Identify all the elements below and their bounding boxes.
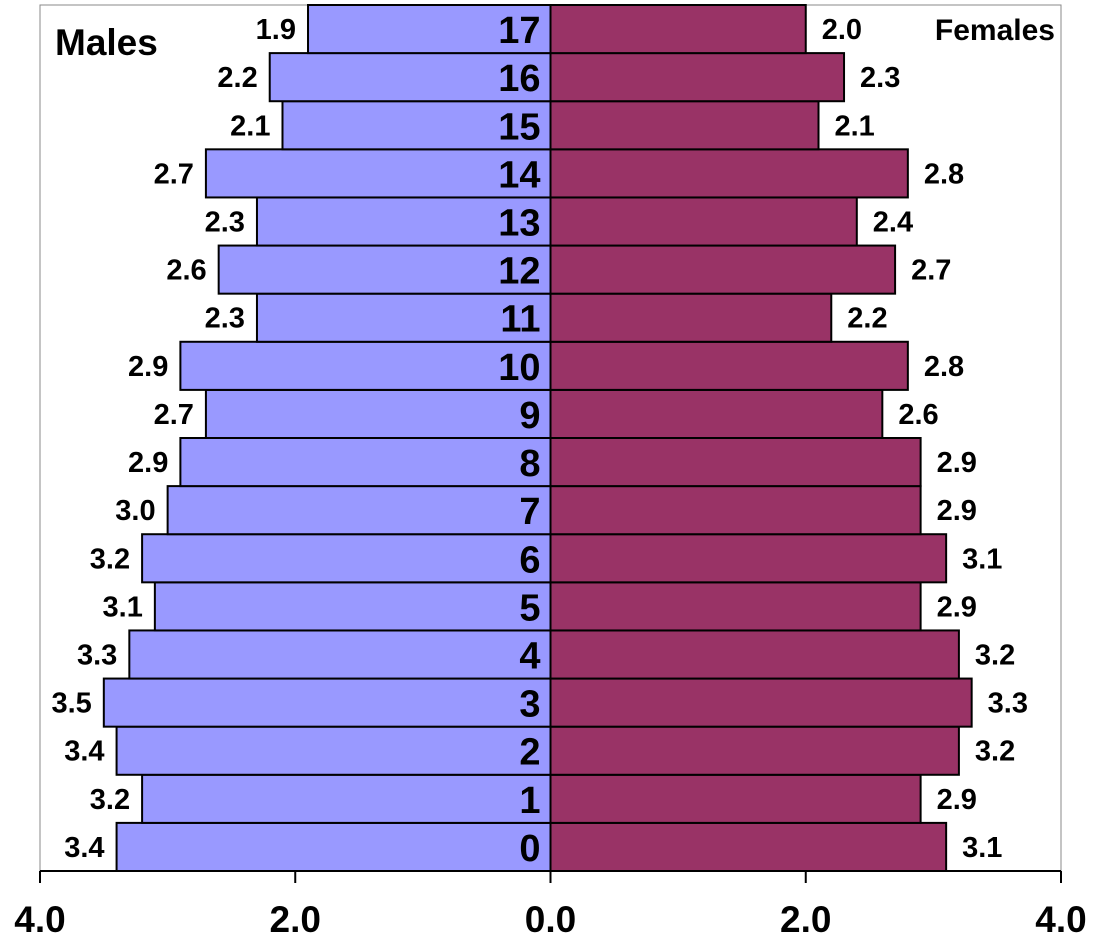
- age-label: 0: [519, 828, 540, 870]
- female-bar: [549, 581, 922, 632]
- female-value-label: 2.9: [937, 447, 977, 479]
- male-value-label: 2.9: [128, 447, 168, 479]
- male-value-label: 3.5: [51, 688, 91, 720]
- female-bar: [549, 629, 960, 680]
- male-bar: [307, 4, 552, 55]
- age-label: 1: [519, 780, 540, 822]
- female-value-label: 2.8: [924, 158, 964, 190]
- male-bar: [281, 100, 552, 151]
- male-value-label: 2.7: [154, 158, 194, 190]
- female-value-label: 2.1: [835, 110, 875, 142]
- female-value-label: 3.3: [988, 688, 1028, 720]
- female-bar: [549, 340, 909, 391]
- male-bar: [128, 629, 552, 680]
- female-bar: [549, 292, 833, 343]
- female-value-label: 2.7: [911, 255, 951, 287]
- age-label: 14: [498, 154, 540, 196]
- age-label: 5: [519, 587, 540, 629]
- female-bar: [549, 773, 922, 824]
- female-value-label: 2.9: [937, 784, 977, 816]
- male-bar: [166, 485, 552, 536]
- age-label: 9: [519, 395, 540, 437]
- female-value-label: 2.8: [924, 351, 964, 383]
- male-bar: [179, 340, 552, 391]
- female-value-label: 3.1: [962, 832, 1002, 864]
- male-value-label: 3.2: [90, 543, 130, 575]
- male-bar: [141, 533, 552, 584]
- female-value-label: 2.0: [822, 14, 862, 46]
- age-label: 3: [519, 684, 540, 726]
- male-bar: [204, 388, 552, 439]
- age-label: 17: [498, 10, 540, 52]
- x-tick-label: 0.0: [525, 899, 576, 940]
- x-tick-label: 4.0: [14, 899, 65, 940]
- female-value-label: 2.6: [898, 399, 938, 431]
- male-value-label: 3.4: [64, 832, 104, 864]
- female-value-label: 2.2: [847, 303, 887, 335]
- female-value-label: 2.9: [937, 591, 977, 623]
- male-bar: [204, 148, 552, 199]
- female-value-label: 3.2: [975, 640, 1015, 672]
- male-value-label: 2.6: [166, 255, 206, 287]
- male-bar: [141, 773, 552, 824]
- male-bar: [102, 677, 552, 728]
- female-bar: [549, 196, 858, 247]
- age-label: 4: [519, 636, 540, 678]
- male-value-label: 2.3: [205, 207, 245, 239]
- age-label: 8: [519, 443, 540, 485]
- female-value-label: 3.2: [975, 736, 1015, 768]
- female-value-label: 2.9: [937, 495, 977, 527]
- female-value-label: 2.4: [873, 207, 913, 239]
- female-value-label: 3.1: [962, 543, 1002, 575]
- female-value-label: 2.3: [860, 62, 900, 94]
- male-bar: [153, 581, 552, 632]
- male-bar: [268, 52, 552, 103]
- male-value-label: 1.9: [256, 14, 296, 46]
- male-bar: [255, 292, 552, 343]
- male-value-label: 2.3: [205, 303, 245, 335]
- male-bar: [115, 821, 552, 873]
- age-label: 2: [519, 732, 540, 774]
- female-bar: [549, 437, 922, 488]
- male-value-label: 3.0: [115, 495, 155, 527]
- age-label: 12: [498, 251, 540, 293]
- female-bar: [549, 148, 909, 199]
- male-value-label: 2.7: [154, 399, 194, 431]
- x-tick-label: 2.0: [780, 899, 831, 940]
- female-bar: [549, 100, 820, 151]
- female-bar: [549, 52, 846, 103]
- age-label: 13: [498, 203, 540, 245]
- male-value-label: 2.9: [128, 351, 168, 383]
- males-legend-label: Males: [55, 22, 158, 63]
- female-bar: [549, 725, 960, 776]
- x-tick-label: 4.0: [1035, 899, 1086, 940]
- male-value-label: 3.1: [103, 591, 143, 623]
- female-bar: [549, 533, 948, 584]
- female-bar: [549, 485, 922, 536]
- female-bar: [549, 821, 948, 873]
- female-bar: [549, 4, 807, 55]
- x-tick-label: 2.0: [270, 899, 321, 940]
- male-value-label: 2.1: [230, 110, 270, 142]
- female-bar: [549, 677, 973, 728]
- age-label: 6: [519, 539, 540, 581]
- male-bar: [115, 725, 552, 776]
- female-bar: [549, 388, 884, 439]
- male-bar: [179, 437, 552, 488]
- male-value-label: 2.2: [217, 62, 257, 94]
- female-bar: [549, 244, 897, 295]
- male-value-label: 3.3: [77, 640, 117, 672]
- age-label: 15: [498, 106, 540, 148]
- age-label: 11: [500, 299, 540, 341]
- age-label: 16: [498, 58, 540, 100]
- females-legend-label: Females: [935, 14, 1055, 47]
- male-value-label: 3.4: [64, 736, 104, 768]
- age-label: 7: [519, 491, 540, 533]
- age-label: 10: [498, 347, 540, 389]
- male-value-label: 3.2: [90, 784, 130, 816]
